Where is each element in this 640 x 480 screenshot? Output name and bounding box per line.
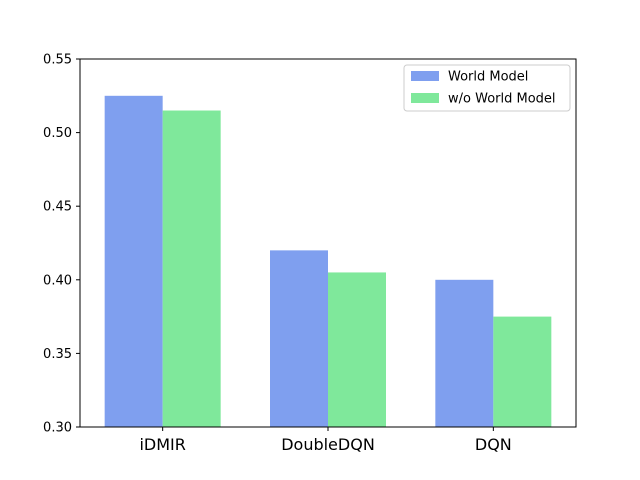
bar-doubledqn-series-1 (328, 272, 386, 427)
x-axis: iDMIR DoubleDQN DQN (139, 427, 512, 454)
legend-swatch (411, 71, 439, 81)
y-tick-label: 0.40 (43, 273, 72, 288)
legend-label: w/o World Model (448, 92, 556, 107)
y-tick-label: 0.55 (43, 53, 72, 68)
x-tick-label: DQN (475, 435, 512, 454)
x-tick-label: DoubleDQN (281, 435, 375, 454)
bar-idmir-series-1 (162, 110, 221, 428)
y-axis: 0.30 0.35 0.40 0.45 0.50 0.55 (43, 53, 80, 436)
bar-dqn-series-1 (493, 316, 552, 427)
bar-dqn-series-0 (435, 279, 494, 427)
y-tick-label: 0.45 (43, 200, 72, 215)
y-tick-label: 0.35 (43, 347, 72, 362)
legend-box (403, 64, 571, 112)
bar-idmir-series-0 (104, 95, 163, 428)
bars-layer (104, 95, 552, 428)
legend-label: World Model (448, 70, 528, 85)
y-tick-label: 0.30 (43, 421, 72, 436)
legend-swatch (411, 93, 439, 103)
bar-doubledqn-series-0 (270, 250, 328, 427)
legend: World Model w/o World Model (403, 64, 571, 112)
y-tick-label: 0.50 (43, 126, 72, 141)
x-tick-label: iDMIR (139, 435, 185, 454)
